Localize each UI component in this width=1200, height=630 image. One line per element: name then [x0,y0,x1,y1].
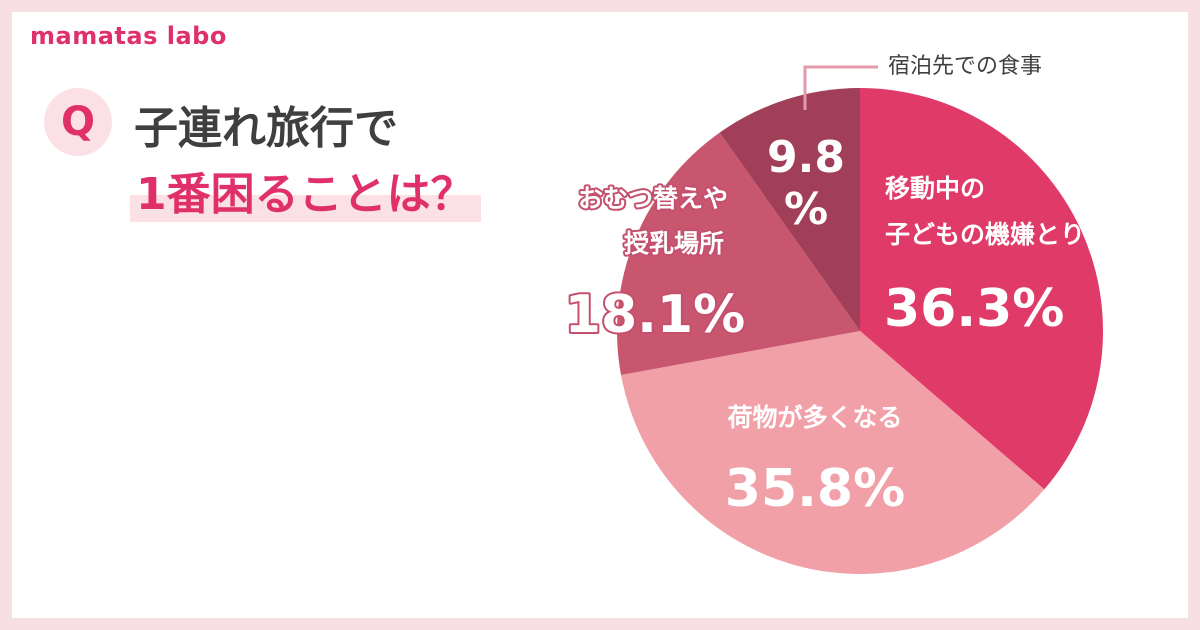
pie-slice-4 [719,88,860,331]
slice-value-3: 18.1% [565,285,745,345]
slice-label-1-line-1: 移動中の [885,174,985,203]
slice-value-4-part-2: % [784,184,828,235]
slice-value-2: 35.8% [725,459,905,519]
slice-label-4: 宿泊先での食事 [888,54,1042,79]
question-title-line1: 子連れ旅行で [134,103,398,154]
pie-slice-1 [860,88,1104,490]
question-title-line2: 1番困ることは？ [130,158,481,222]
slice-label-1-line-2: 子どもの機嫌とり [885,220,1085,249]
brand-logo: mamatas labo [30,22,227,50]
slice-value-1: 36.3% [884,279,1064,339]
slice-value-4-part-1: 9.8 [767,132,845,183]
leader-line [803,65,878,110]
slice-label-3-line-1: おむつ替えや [578,184,728,213]
pie-slice-3 [617,132,860,376]
slice-label-2-line-1: 荷物が多くなる [727,403,902,432]
slice-label-3-line-2: 授乳場所 [624,229,724,258]
question-badge: Q [44,88,112,156]
pie-slice-2 [621,331,1045,575]
